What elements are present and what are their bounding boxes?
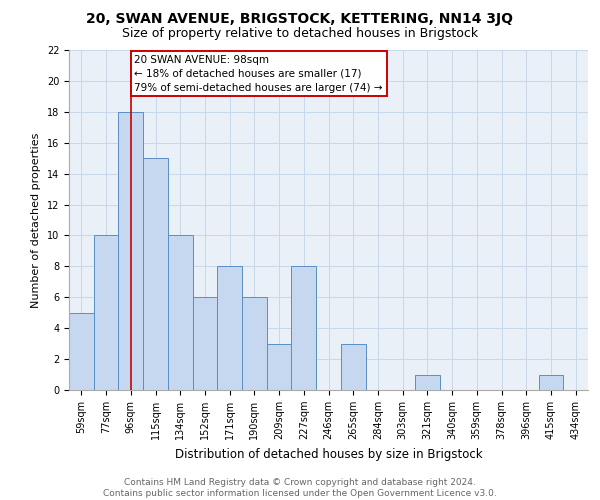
Text: 20, SWAN AVENUE, BRIGSTOCK, KETTERING, NN14 3JQ: 20, SWAN AVENUE, BRIGSTOCK, KETTERING, N… [86,12,514,26]
Y-axis label: Number of detached properties: Number of detached properties [31,132,41,308]
Bar [143,158,168,390]
Text: Size of property relative to detached houses in Brigstock: Size of property relative to detached ho… [122,28,478,40]
X-axis label: Distribution of detached houses by size in Brigstock: Distribution of detached houses by size … [175,448,482,460]
Bar [69,312,94,390]
Bar [217,266,242,390]
Text: Contains HM Land Registry data © Crown copyright and database right 2024.
Contai: Contains HM Land Registry data © Crown c… [103,478,497,498]
Bar [94,236,118,390]
Bar [292,266,316,390]
Bar [193,298,217,390]
Bar [168,236,193,390]
Bar [267,344,292,390]
Bar [415,374,440,390]
Bar [242,298,267,390]
Text: 20 SWAN AVENUE: 98sqm
← 18% of detached houses are smaller (17)
79% of semi-deta: 20 SWAN AVENUE: 98sqm ← 18% of detached … [134,54,383,92]
Bar [539,374,563,390]
Bar [341,344,365,390]
Bar [118,112,143,390]
